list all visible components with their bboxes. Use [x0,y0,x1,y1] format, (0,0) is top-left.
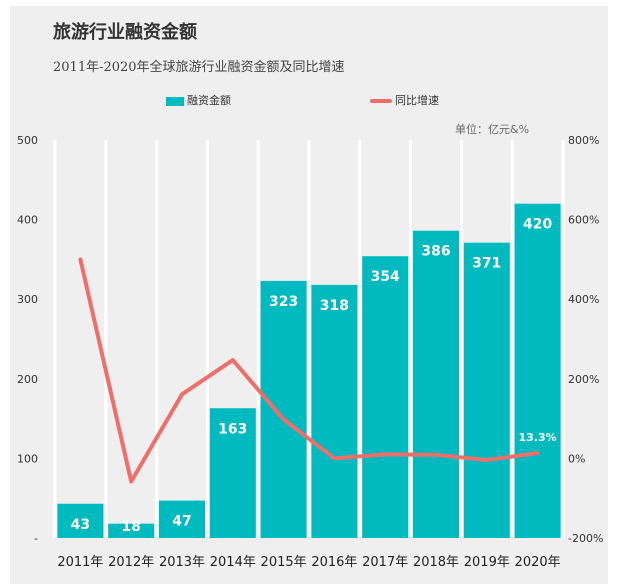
bar-data-label: 386 [421,244,450,260]
bar [57,503,104,538]
growth-point [180,392,184,396]
y-left-tick-label: 200 [17,373,38,386]
legend-item-amount: 融资金额 [166,92,231,108]
y-right-tick-label: -200% [568,532,603,545]
growth-point [129,479,133,483]
legend-label-amount: 融资金额 [187,94,231,107]
growth-point [485,458,489,462]
x-tick-label: 2020年 [515,555,561,570]
bar-data-label: 323 [269,294,298,310]
y-left-tick-label: 500 [17,134,38,147]
bar [311,284,358,538]
y-left-tick-label: 100 [17,452,38,465]
x-tick-label: 2013年 [159,555,205,570]
x-tick-label: 2019年 [464,555,510,570]
y-left-tick-label: - [34,532,38,545]
legend-swatch-bar [166,96,184,106]
bar-data-label: 318 [320,298,349,314]
x-tick-label: 2011年 [57,555,103,570]
growth-point [78,257,82,261]
x-tick-label: 2012年 [108,555,154,570]
y-right-tick-label: 200% [568,373,599,386]
bar-data-label: 163 [218,421,247,437]
bar [413,230,459,538]
bar-data-label: 43 [71,517,90,533]
bar-data-label: 354 [371,269,400,285]
growth-point [536,451,540,455]
growth-point [383,452,387,456]
bar-data-label: 18 [121,519,140,535]
bar [159,500,205,538]
growth-data-label: 13.3% [519,431,557,444]
y-left-tick-label: 400 [17,214,38,227]
bar [209,408,256,538]
bar [108,523,155,538]
y-right-tick-label: 400% [568,293,599,306]
growth-point [332,456,336,460]
bar [463,242,510,538]
growth-point [231,358,235,362]
bar [362,256,409,538]
bar-data-label: 47 [172,514,191,530]
bar [514,203,561,538]
growth-point [434,453,438,457]
chart-subtitle: 2011年-2020年全球旅游行业融资金额及同比增速 [53,60,345,75]
chart-title: 旅游行业融资金额 [53,22,197,43]
legend-item-growth: 同比增速 [370,92,439,108]
bar-data-label: 371 [472,256,501,272]
x-tick-label: 2018年 [413,555,459,570]
bar [260,280,307,538]
legend-swatch-line [370,99,392,103]
x-tick-label: 2016年 [311,555,357,570]
bar-data-label: 420 [523,217,552,233]
y-left-tick-label: 300 [17,293,38,306]
y-right-tick-label: 600% [568,214,599,227]
growth-point [282,417,286,421]
x-tick-label: 2015年 [261,555,307,570]
x-tick-label: 2017年 [362,555,408,570]
x-tick-label: 2014年 [210,555,256,570]
y-right-tick-label: 0% [568,452,585,465]
unit-label: 单位：亿元&% [455,123,530,136]
legend-label-growth: 同比增速 [395,94,439,107]
y-right-tick-label: 800% [568,134,599,147]
growth-line [78,257,540,484]
